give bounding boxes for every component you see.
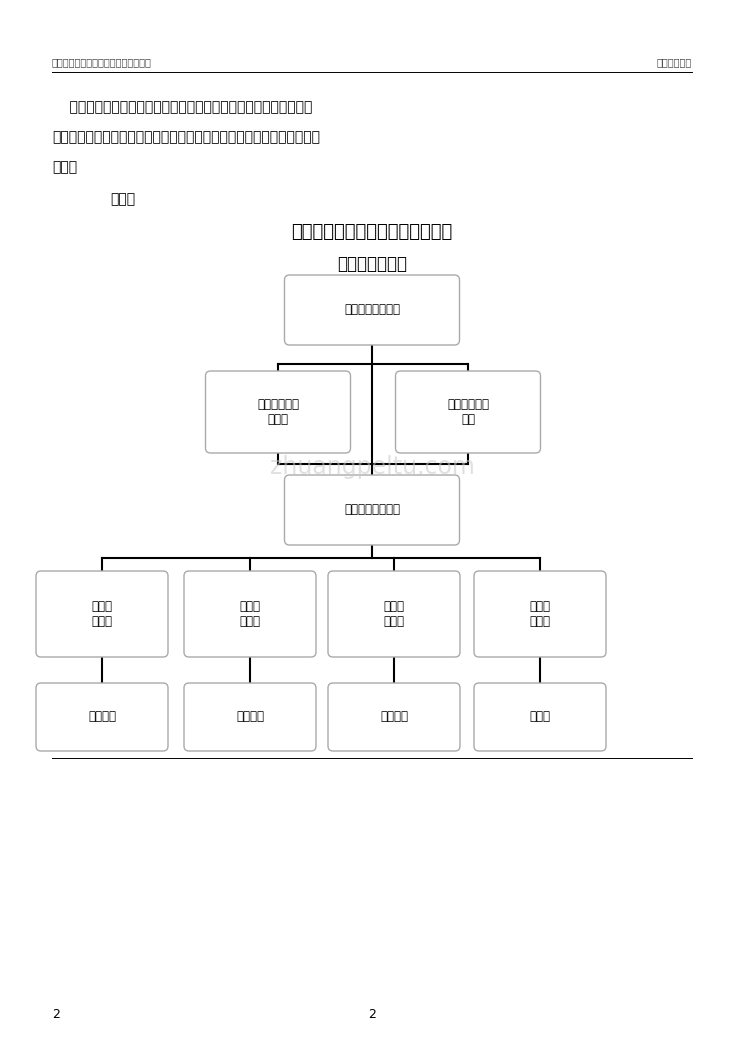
Text: 王田金: 王田金 xyxy=(383,615,405,628)
FancyBboxPatch shape xyxy=(184,683,316,751)
Text: 朱财庚: 朱财庚 xyxy=(530,615,551,628)
Text: zhuangpeltu.com: zhuangpeltu.com xyxy=(269,456,475,479)
Text: 表一：: 表一： xyxy=(110,193,135,206)
Text: 工程队长：朱仁厚: 工程队长：朱仁厚 xyxy=(344,504,400,517)
Text: 项目工程师：: 项目工程师： xyxy=(257,398,299,411)
FancyBboxPatch shape xyxy=(328,683,460,751)
Text: 安全员: 安全员 xyxy=(530,600,551,613)
Text: 项目安全员：: 项目安全员： xyxy=(447,398,489,411)
Text: 材料员: 材料员 xyxy=(383,600,405,613)
FancyBboxPatch shape xyxy=(36,683,168,751)
Text: 表一。: 表一。 xyxy=(52,160,77,174)
Text: 施工二组: 施工二组 xyxy=(236,710,264,724)
FancyBboxPatch shape xyxy=(205,371,350,453)
FancyBboxPatch shape xyxy=(36,571,168,658)
FancyBboxPatch shape xyxy=(184,571,316,658)
FancyBboxPatch shape xyxy=(474,571,606,658)
Text: 梅山培训中心停车场环境改造工程: 梅山培训中心停车场环境改造工程 xyxy=(292,223,452,241)
Text: 质量员: 质量员 xyxy=(240,600,260,613)
Text: 施工三组: 施工三组 xyxy=(380,710,408,724)
Text: 2: 2 xyxy=(52,1008,60,1020)
Text: 为保证工程能按质、按量、按期完成，成立梅山培训中心停车场环: 为保证工程能按质、按量、按期完成，成立梅山培训中心停车场环 xyxy=(52,100,312,114)
FancyBboxPatch shape xyxy=(284,476,460,545)
Text: 徐宁: 徐宁 xyxy=(461,413,475,426)
Text: 2: 2 xyxy=(368,1008,376,1020)
Text: 施工组织设计: 施工组织设计 xyxy=(657,57,692,67)
Text: 施工员: 施工员 xyxy=(92,600,112,613)
Text: 华建军: 华建军 xyxy=(240,615,260,628)
Text: 施工一组: 施工一组 xyxy=(88,710,116,724)
Text: 综合组: 综合组 xyxy=(530,710,551,724)
FancyBboxPatch shape xyxy=(474,683,606,751)
Text: 施工组织机构图: 施工组织机构图 xyxy=(337,255,407,274)
Text: 梅钢职工生产技术培训中心绿化及景观: 梅钢职工生产技术培训中心绿化及景观 xyxy=(52,57,152,67)
FancyBboxPatch shape xyxy=(328,571,460,658)
Text: 境改造工程项目经理部，强化施工现场的组织管理工作，施工组织机构见: 境改造工程项目经理部，强化施工现场的组织管理工作，施工组织机构见 xyxy=(52,130,320,144)
Text: 项目经理：汪思龙: 项目经理：汪思龙 xyxy=(344,303,400,317)
Text: 李立峰: 李立峰 xyxy=(268,413,289,426)
FancyBboxPatch shape xyxy=(396,371,540,453)
FancyBboxPatch shape xyxy=(284,275,460,345)
Text: 马彪彬: 马彪彬 xyxy=(92,615,112,628)
